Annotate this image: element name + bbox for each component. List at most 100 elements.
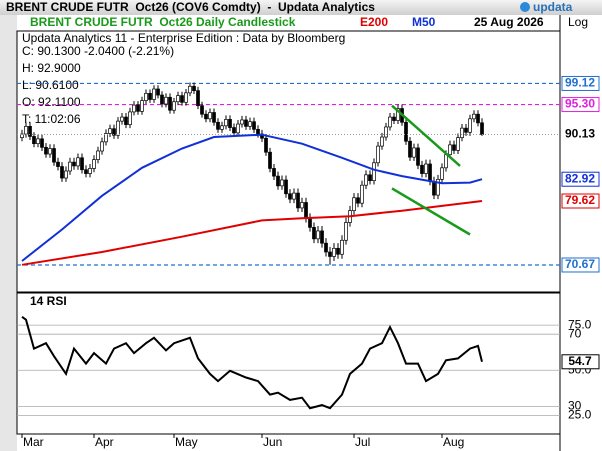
rsi-tick-label: 75.0 <box>568 317 592 331</box>
candle-body <box>52 148 56 163</box>
candle-body <box>300 202 304 209</box>
candle-body <box>76 157 80 167</box>
candle-body <box>436 178 440 196</box>
x-tick-label: Jul <box>355 435 370 449</box>
candle-body <box>480 122 484 135</box>
candle-body <box>80 157 84 171</box>
candle-body <box>216 121 220 130</box>
candle-body <box>60 166 64 179</box>
candle-body <box>64 170 68 179</box>
candle-body <box>424 163 428 174</box>
candle-body <box>352 197 356 212</box>
rsi-tick-label: 25.0 <box>568 408 592 422</box>
candle-body <box>460 127 464 138</box>
candle-body <box>148 93 152 100</box>
level-label: 95.30 <box>565 97 595 111</box>
rsi-last-box <box>561 354 600 370</box>
scale-label: Log <box>568 15 588 29</box>
candle-body <box>236 123 240 134</box>
x-tick-label: Jun <box>263 435 282 449</box>
price-info: O: 92.1100 <box>22 95 81 109</box>
ma-label: 82.92 <box>565 171 595 185</box>
ma-label: 79.62 <box>565 193 595 207</box>
candle-body <box>196 90 200 107</box>
candle-body <box>112 128 116 136</box>
window-title: BRENT CRUDE FUTR Oct26 (COV6 Comdty) - U… <box>6 0 375 14</box>
candle-body <box>228 119 232 128</box>
candle-body <box>20 133 24 138</box>
candle-body <box>88 168 92 174</box>
candle-body <box>452 144 456 151</box>
candle-body <box>204 113 208 120</box>
candle-body <box>212 112 216 123</box>
legend-e200: E200 <box>360 15 388 29</box>
candle-body <box>100 141 104 152</box>
candle-body <box>124 116 128 125</box>
candle-body <box>296 192 300 209</box>
candle-body <box>240 119 244 125</box>
candle-body <box>396 108 400 121</box>
candle-body <box>416 147 420 166</box>
candle-body <box>380 136 384 147</box>
candle-body <box>464 127 468 133</box>
candle-body <box>388 116 392 128</box>
candle-body <box>432 180 436 196</box>
candle-body <box>184 92 188 103</box>
candle-body <box>244 119 248 127</box>
rsi-tick-label: 70 <box>568 326 582 340</box>
candle-body <box>328 251 332 257</box>
candle-body <box>188 85 192 94</box>
candle-body <box>340 239 344 255</box>
candle-body <box>208 112 212 120</box>
candle-body <box>252 121 256 130</box>
candle-body <box>308 217 312 228</box>
candle-body <box>444 154 448 169</box>
candle-body <box>32 136 36 145</box>
candle-body <box>276 175 280 187</box>
candle-body <box>336 247 340 255</box>
candle-body <box>476 113 480 124</box>
candle-body <box>132 104 136 113</box>
candle-body <box>200 105 204 115</box>
price-info: H: 92.9000 <box>22 61 81 75</box>
candle-body <box>104 133 108 143</box>
candle-body <box>28 126 32 137</box>
candle-body <box>192 85 196 92</box>
candle-body <box>284 179 288 195</box>
candle-body <box>264 137 268 153</box>
candle-body <box>152 88 156 100</box>
candle-body <box>36 138 40 145</box>
candle-body <box>344 222 348 241</box>
logo-icon <box>520 2 530 12</box>
level-label: 99.12 <box>565 76 595 90</box>
moving-average <box>21 200 483 266</box>
trendline <box>391 104 461 167</box>
level-box <box>561 257 600 273</box>
x-tick-label: Mar <box>23 435 44 449</box>
rsi-last-label: 54.7 <box>568 354 592 368</box>
candle-body <box>176 95 180 103</box>
candle-body <box>168 96 172 111</box>
price-info: C: 90.1300 -2.0400 (-2.21%) <box>22 44 174 58</box>
candle-body <box>128 111 132 125</box>
candle-body <box>280 179 284 187</box>
candle-body <box>140 100 144 112</box>
candle-body <box>116 120 120 136</box>
candle-body <box>408 140 412 158</box>
candle-body <box>84 169 88 174</box>
candle-body <box>144 93 148 101</box>
x-tick-label: May <box>175 435 198 449</box>
level-box <box>561 75 600 91</box>
level-box <box>561 97 600 113</box>
candle-body <box>376 145 380 164</box>
candle-body <box>248 121 252 127</box>
candle-body <box>156 88 160 96</box>
candle-body <box>372 162 376 181</box>
ma-box <box>561 171 600 187</box>
candle-body <box>224 119 228 127</box>
candle-body <box>384 126 388 138</box>
moving-average <box>21 133 483 262</box>
candle-body <box>220 125 224 130</box>
